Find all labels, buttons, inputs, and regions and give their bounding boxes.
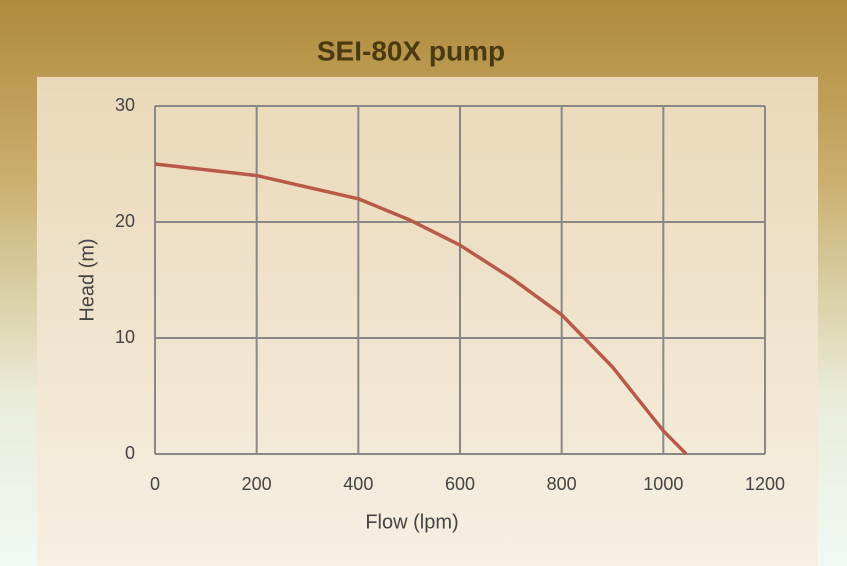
x-axis-label: Flow (lpm) [365,511,458,533]
x-tick-label: 600 [445,474,475,494]
x-tick-label: 400 [343,474,373,494]
chart-title: SEI-80X pump [317,35,505,66]
x-tick-label: 0 [150,474,160,494]
x-tick-label: 800 [547,474,577,494]
y-tick-label: 20 [115,211,135,231]
x-tick-label: 200 [242,474,272,494]
y-tick-label: 10 [115,327,135,347]
x-tick-label: 1000 [643,474,683,494]
y-axis-label: Head (m) [76,238,98,321]
x-tick-label: 1200 [745,474,785,494]
y-tick-label: 0 [125,443,135,463]
line [154,162,688,456]
y-tick-label: 30 [115,95,135,115]
panel [37,77,818,566]
